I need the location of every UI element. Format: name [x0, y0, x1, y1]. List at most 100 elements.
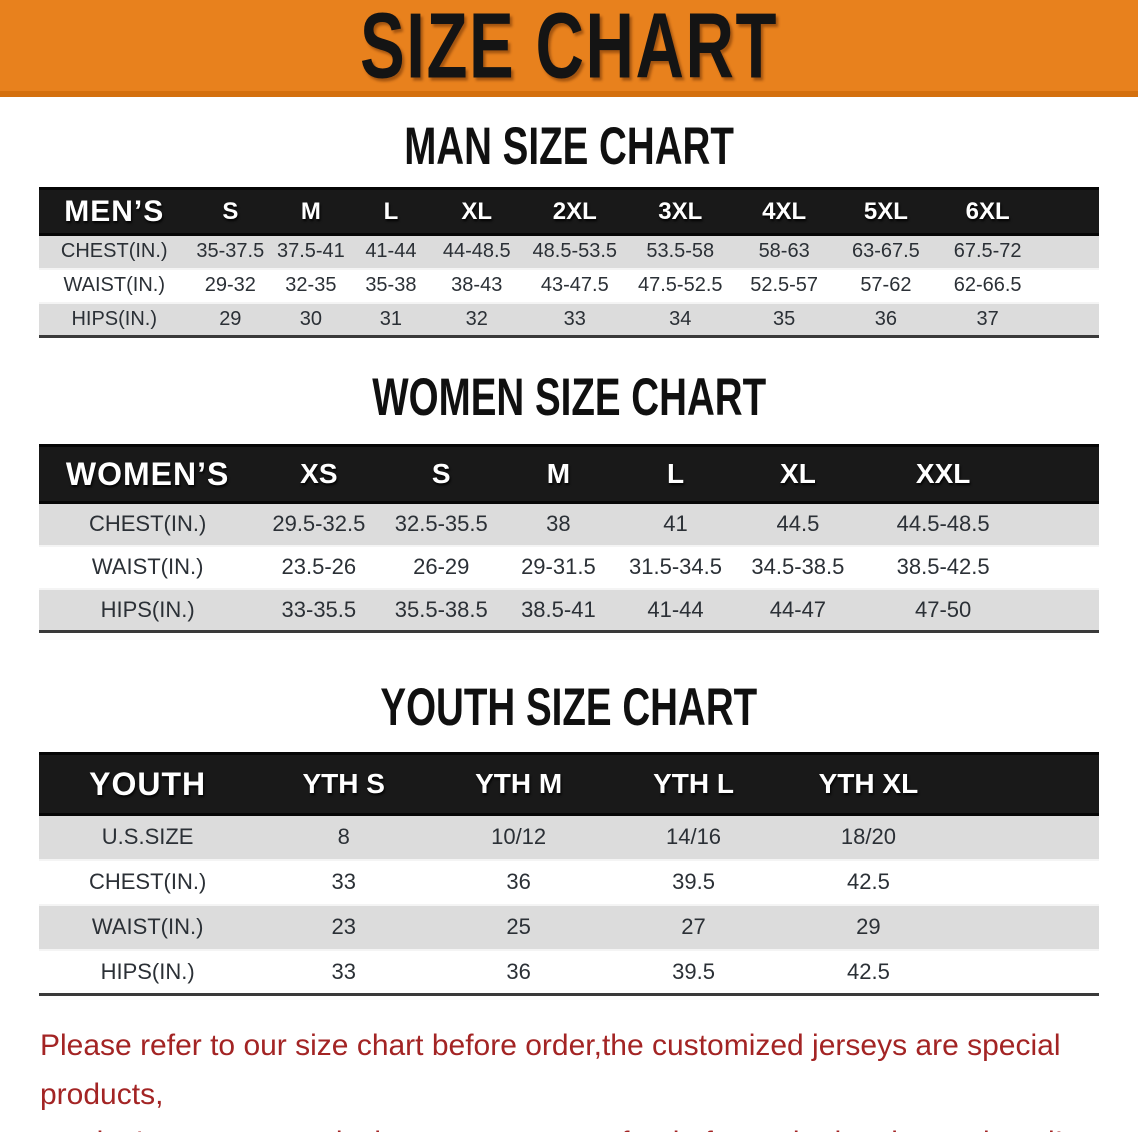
size-value-cell: 57-62: [860, 274, 912, 296]
size-value-cell: 10/12: [491, 824, 547, 850]
table-row: CHEST(IN.) 35-37.5 37.5-41 41-44 44-48.5 48.5…: [39, 234, 1099, 269]
size-value-cell: 33: [563, 307, 586, 330]
size-value-cell: 23: [331, 914, 356, 939]
filler-cell: [1039, 303, 1099, 337]
size-value-cell: 36: [506, 958, 531, 984]
filler-cell: [956, 815, 1099, 860]
filler-cell: [956, 950, 1099, 995]
filler-cell: [1039, 235, 1099, 269]
size-value-cell: 47-50: [914, 596, 972, 622]
size-value-cell: 48.5-53.5: [532, 240, 618, 263]
table-row: HIPS(IN.) 29 30 31 32 33 34 35 36 37: [39, 302, 1099, 337]
size-value-cell: 29-31.5: [521, 554, 596, 579]
size-column-header: 5XL: [835, 187, 937, 236]
size-value-cell: 30: [299, 307, 322, 330]
youth-size-table: YOUTH YTH S YTH M YTH L YTH XL U.S.SIZE 8 10/12…: [39, 752, 1099, 996]
size-column-header: S: [189, 187, 272, 236]
size-column-header: S: [381, 444, 502, 504]
size-value-cell: 62-66.5: [953, 274, 1022, 296]
measurement-row-label: WAIST(IN.): [63, 274, 165, 296]
measurement-row-label: CHEST(IN.): [88, 869, 207, 894]
size-value-cell: 37: [976, 307, 999, 330]
measurement-row-label: CHEST(IN.): [60, 240, 168, 263]
size-value-cell: 41: [663, 511, 688, 537]
size-value-cell: 34.5-38.5: [751, 554, 845, 579]
measurement-row-label: U.S.SIZE: [101, 824, 194, 850]
table-row: WAIST(IN.) 23.5-26 26-29 29-31.5 31.5-34.5 34…: [39, 545, 1099, 589]
size-value-cell: 38.5-42.5: [896, 554, 990, 579]
size-value-cell: 42.5: [847, 869, 890, 894]
filler-cell: [956, 905, 1099, 950]
filler-cell: [955, 752, 1099, 816]
size-value-cell: 58-63: [758, 240, 810, 263]
size-column-header: L: [350, 187, 432, 236]
size-value-cell: 8: [337, 824, 350, 850]
women-section-heading-text: WOMEN SIZE CHART: [372, 366, 766, 427]
table-group-label: YOUTH: [39, 752, 257, 816]
size-value-cell: 31: [379, 307, 403, 330]
man-size-chart-section: MAN SIZE CHART MEN’S S M L XL 2XL 3XL 4XL 5XL 6XL…: [0, 115, 1138, 338]
notice-line-2: we don't accept cancel, change, teturn o…: [40, 1119, 1100, 1132]
filler-cell: [1026, 503, 1099, 546]
size-value-cell: 44-48.5: [442, 240, 511, 263]
filler-cell: [956, 860, 1099, 905]
size-value-cell: 32-35: [285, 274, 337, 296]
size-value-cell: 47.5-52.5: [638, 274, 723, 296]
size-value-cell: 44.5: [776, 511, 820, 537]
size-value-cell: 43-47.5: [540, 274, 609, 296]
measurement-row-label: HIPS(IN.): [100, 596, 195, 622]
size-value-cell: 38.5-41: [521, 596, 596, 622]
measurement-row-label: HIPS(IN.): [71, 307, 158, 330]
measurement-row-label: WAIST(IN.): [91, 914, 204, 939]
size-column-header: M: [271, 187, 351, 236]
youth-section-heading-text: YOUTH SIZE CHART: [380, 676, 758, 737]
size-value-cell: 39.5: [672, 958, 715, 984]
size-column-header: XL: [431, 187, 523, 236]
table-row: WAIST(IN.) 23 25 27 29: [39, 904, 1099, 950]
size-value-cell: 35-37.5: [196, 240, 265, 263]
size-value-cell: 34: [669, 307, 692, 330]
filler-cell: [1039, 269, 1099, 303]
size-value-cell: 53.5-58: [646, 240, 715, 263]
banner: SIZE CHART: [0, 0, 1138, 97]
table-header-row: WOMEN’S XS S M L XL XXL: [39, 444, 1099, 504]
table-header-row: YOUTH YTH S YTH M YTH L YTH XL: [39, 752, 1099, 816]
filler-cell: [1025, 444, 1099, 504]
youth-size-chart-section: YOUTH SIZE CHART YOUTH YTH S YTH M YTH L YTH…: [0, 676, 1138, 996]
size-value-cell: 44.5-48.5: [896, 511, 990, 537]
women-size-table: WOMEN’S XS S M L XL XXL CHEST(IN.) 29.5-32.5 32.5…: [39, 444, 1099, 633]
size-column-header: YTH S: [256, 752, 432, 816]
man-section-heading: MAN SIZE CHART: [0, 115, 1138, 176]
women-size-chart-section: WOMEN SIZE CHART WOMEN’S XS S M L XL XXL CHEST(…: [0, 366, 1138, 633]
size-value-cell: 35: [773, 307, 796, 330]
size-value-cell: 32: [465, 307, 488, 330]
filler-cell: [1026, 546, 1099, 589]
notice-line-1: Please refer to our size chart before or…: [40, 1029, 1061, 1111]
table-header-row: MEN’S S M L XL 2XL 3XL 4XL 5XL 6XL: [39, 187, 1099, 236]
table-row: WAIST(IN.) 29-32 32-35 35-38 38-43 43-47.5 47.…: [39, 268, 1099, 303]
size-column-header: YTH XL: [780, 752, 956, 816]
size-column-header: XXL: [860, 444, 1026, 504]
size-value-cell: 33-35.5: [281, 596, 357, 622]
size-value-cell: 44-47: [769, 596, 827, 622]
man-section-heading-text: MAN SIZE CHART: [404, 115, 734, 176]
size-value-cell: 29-32: [204, 274, 256, 296]
size-column-header: 2XL: [522, 187, 628, 236]
size-value-cell: 41-44: [365, 240, 417, 263]
size-value-cell: 14/16: [665, 824, 722, 850]
table-group-label: MEN’S: [39, 187, 190, 236]
measurement-row-label: CHEST(IN.): [88, 511, 207, 537]
size-column-header: 4XL: [733, 187, 836, 236]
size-value-cell: 35-38: [365, 274, 417, 296]
size-column-header: XS: [256, 444, 382, 504]
table-row: HIPS(IN.) 33-35.5 35.5-38.5 38.5-41 41-44 44-…: [39, 588, 1099, 632]
size-value-cell: 33: [331, 869, 356, 894]
size-column-header: YTH M: [431, 752, 607, 816]
size-column-header: M: [501, 444, 616, 504]
size-value-cell: 35.5-38.5: [394, 596, 488, 622]
size-column-header: XL: [735, 444, 861, 504]
page-title: SIZE CHART: [359, 0, 779, 98]
size-value-cell: 52.5-57: [750, 274, 819, 296]
size-value-cell: 26-29: [413, 554, 470, 579]
